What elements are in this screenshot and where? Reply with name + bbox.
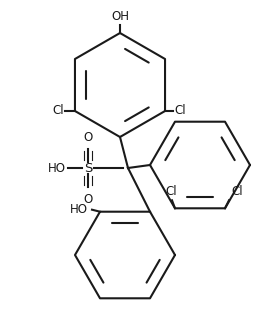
- Text: HO: HO: [48, 162, 66, 175]
- Text: Cl: Cl: [231, 185, 243, 198]
- Text: HO: HO: [70, 203, 88, 216]
- Text: O: O: [83, 193, 93, 206]
- Text: S: S: [84, 162, 92, 175]
- Text: O: O: [83, 131, 93, 144]
- Text: Cl: Cl: [165, 185, 177, 198]
- Text: Cl: Cl: [174, 105, 186, 118]
- Text: OH: OH: [111, 10, 129, 23]
- Text: Cl: Cl: [52, 105, 64, 118]
